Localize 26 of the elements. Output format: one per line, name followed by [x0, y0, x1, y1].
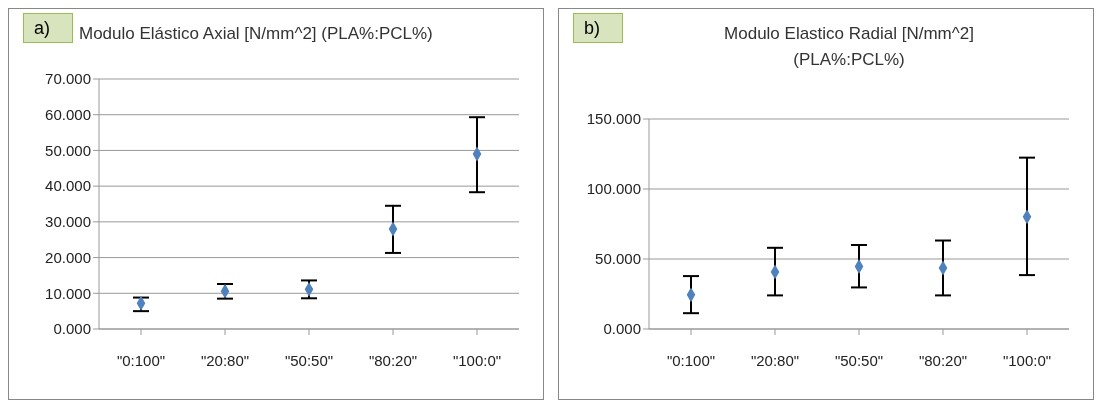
y-tick-label: 0.000: [603, 320, 641, 338]
x-tick-label: "0:100": [666, 351, 716, 369]
x-tick-label: "100:0": [452, 351, 502, 369]
y-tick-label: 40.000: [45, 177, 91, 195]
x-tick-label: "20:80": [200, 351, 250, 369]
y-tick-label: 30.000: [45, 213, 91, 231]
x-tick-label: "80:20": [918, 351, 968, 369]
text: b): [573, 13, 623, 43]
y-tick-label: 150.000: [586, 110, 641, 128]
x-tick-label: "80:20": [368, 351, 418, 369]
text: a): [23, 13, 73, 43]
y-tick-label: 10.000: [45, 284, 91, 302]
chart-title: Modulo Elástico Axial [N/mm^2] (PLA%:PCL%): [79, 23, 434, 45]
y-tick-label: 0.000: [53, 320, 91, 338]
y-tick-label: 50.000: [45, 141, 91, 159]
x-tick-label: "50:50": [284, 351, 334, 369]
y-tick-label: 60.000: [45, 106, 91, 124]
x-tick-label: "0:100": [116, 351, 166, 369]
x-tick-label: "20:80": [750, 351, 800, 369]
x-tick-label: "50:50": [834, 351, 884, 369]
y-tick-label: 50.000: [595, 250, 641, 268]
y-tick-label: 70.000: [45, 70, 91, 88]
x-tick-label: "100:0": [1002, 351, 1052, 369]
y-tick-label: 100.000: [586, 180, 641, 198]
chart-title: Modulo Elastico Radial [N/mm^2] (PLA%:PCL%): [723, 23, 975, 71]
y-tick-label: 20.000: [45, 248, 91, 266]
